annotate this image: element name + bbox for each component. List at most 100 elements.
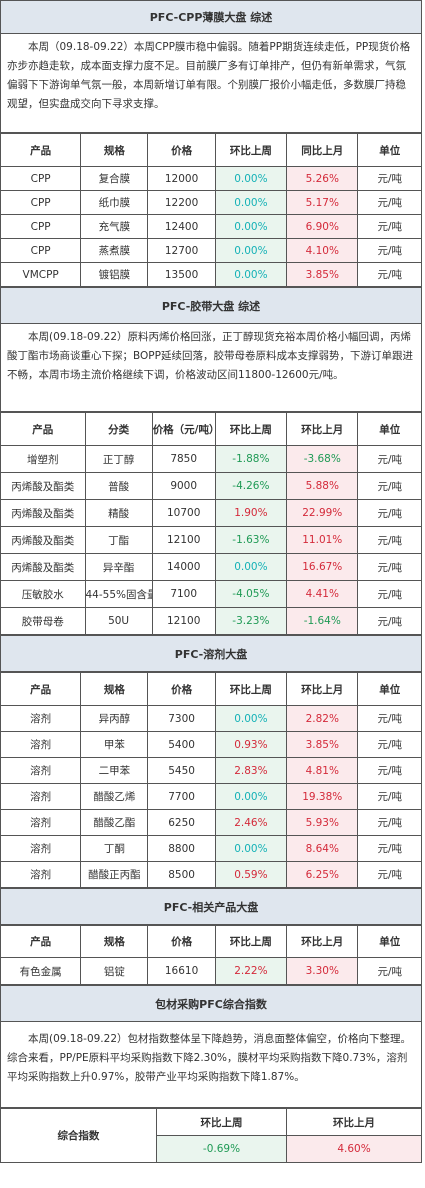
cell-unit: 元/吨 — [357, 731, 421, 758]
cell-month-change: 3.30% — [286, 957, 359, 985]
cell-month-change: 5.17% — [286, 190, 359, 215]
cpp-section-title: PFC-CPP薄膜大盘 综述 — [1, 1, 421, 34]
solvent-section-title: PFC-溶剂大盘 — [1, 635, 421, 672]
cell-price: 7850 — [151, 445, 216, 473]
cell-week-change: 0.00% — [214, 705, 288, 732]
table-row: 压敏胶水 44-55%固含量 7100 -4.05% 4.41% 元/吨 — [1, 580, 421, 608]
cell-month-change: 6.90% — [286, 214, 359, 239]
cell-unit: 元/吨 — [357, 238, 421, 263]
table-row: 溶剂 醋酸乙酯 6250 2.46% 5.93% 元/吨 — [1, 809, 421, 836]
cell-spec: 丁酯 — [84, 526, 153, 554]
index-table: 综合指数 环比上周 环比上月 -0.69% 4.60% — [1, 1108, 421, 1163]
tape-section-title: PFC-胶带大盘 综述 — [1, 287, 421, 324]
cell-month-change: -1.64% — [286, 607, 359, 635]
cell-week-change: 0.00% — [214, 166, 288, 191]
cell-month-change: 8.64% — [286, 835, 359, 862]
cell-product: CPP — [1, 190, 82, 215]
table-row: 丙烯酸及酯类 丁酯 12100 -1.63% 11.01% 元/吨 — [1, 526, 421, 554]
cell-unit: 元/吨 — [357, 190, 421, 215]
cpp-summary: 本周（09.18-09.22）本周CPP膜市稳中偏弱。随着PP期货连续走低，PP… — [1, 34, 421, 133]
cell-product: 丙烯酸及酯类 — [1, 472, 86, 500]
related-table-header: 产品 规格 价格 环比上周 环比上月 单位 — [1, 925, 421, 958]
cell-product: 有色金属 — [1, 957, 82, 985]
cell-unit: 元/吨 — [357, 705, 421, 732]
col-header-price: 价格 — [147, 672, 216, 706]
cell-unit: 元/吨 — [357, 580, 421, 608]
col-header-unit: 单位 — [357, 133, 421, 167]
table-row: 溶剂 异丙醇 7300 0.00% 2.82% 元/吨 — [1, 705, 421, 732]
cell-unit: 元/吨 — [357, 445, 421, 473]
cell-month-change: 19.38% — [286, 783, 359, 810]
tape-table-body: 增塑剂 正丁醇 7850 -1.88% -3.68% 元/吨 丙烯酸及酯类 普酸 9000 -4.… — [1, 445, 421, 635]
cell-spec: 复合膜 — [80, 166, 149, 191]
cell-week-change: 0.00% — [214, 835, 288, 862]
index-week-header: 环比上周 — [155, 1108, 288, 1136]
cell-month-change: 5.26% — [286, 166, 359, 191]
cell-price: 6250 — [147, 809, 216, 836]
cell-price: 16610 — [147, 957, 216, 985]
cell-spec: 精酸 — [84, 499, 153, 527]
cell-price: 13500 — [147, 262, 216, 287]
cell-week-change: 0.93% — [214, 731, 288, 758]
index-header-row: 综合指数 环比上周 环比上月 — [1, 1108, 421, 1163]
cell-spec: 醋酸乙烯 — [80, 783, 149, 810]
cell-unit: 元/吨 — [357, 783, 421, 810]
col-header-price: 价格（元/吨） — [151, 412, 216, 446]
table-row: 溶剂 二甲苯 5450 2.83% 4.81% 元/吨 — [1, 757, 421, 784]
table-row: CPP 充气膜 12400 0.00% 6.90% 元/吨 — [1, 214, 421, 239]
index-week-value: -0.69% — [156, 1135, 288, 1163]
cell-week-change: 2.46% — [214, 809, 288, 836]
cell-price: 10700 — [151, 499, 216, 527]
index-summary: 本周(09.18-09.22）包材指数整体呈下降趋势，消息面整体偏空，价格向下整… — [1, 1022, 421, 1108]
solvent-price-table: 产品 规格 价格 环比上周 环比上月 单位 溶剂 异丙醇 7300 0.00% 2.82… — [1, 672, 421, 888]
col-header-month-change: 环比上月 — [286, 672, 359, 706]
tape-price-table: 产品 分类 价格（元/吨） 环比上周 环比上月 单位 增塑剂 正丁醇 7850 -1.… — [1, 412, 421, 635]
table-row: 溶剂 醋酸乙烯 7700 0.00% 19.38% 元/吨 — [1, 783, 421, 810]
cell-product: 丙烯酸及酯类 — [1, 553, 86, 581]
cell-spec: 醋酸乙酯 — [80, 809, 149, 836]
cell-product: 丙烯酸及酯类 — [1, 526, 86, 554]
solvent-table-body: 溶剂 异丙醇 7300 0.00% 2.82% 元/吨 溶剂 甲苯 5400 0.93% 3.85%… — [1, 705, 421, 888]
cpp-table-header: 产品 规格 价格 环比上周 同比上月 单位 — [1, 133, 421, 167]
cell-month-change: 4.81% — [286, 757, 359, 784]
cell-week-change: 1.90% — [214, 499, 288, 527]
col-header-spec: 规格 — [80, 672, 149, 706]
cell-week-change: 0.00% — [214, 190, 288, 215]
cell-spec: 铝锭 — [80, 957, 149, 985]
cell-price: 7300 — [147, 705, 216, 732]
cell-month-change: 4.41% — [286, 580, 359, 608]
cell-month-change: 6.25% — [286, 861, 359, 888]
col-header-price: 价格 — [147, 925, 216, 958]
cell-spec: 正丁醇 — [84, 445, 153, 473]
cell-product: 溶剂 — [1, 809, 82, 836]
cell-spec: 50U — [84, 607, 153, 635]
cell-week-change: 0.00% — [214, 262, 288, 287]
col-header-category: 分类 — [84, 412, 153, 446]
cell-price: 8500 — [147, 861, 216, 888]
index-month-value: 4.60% — [286, 1135, 421, 1163]
cell-month-change: 11.01% — [286, 526, 359, 554]
cell-week-change: 0.00% — [214, 238, 288, 263]
cell-month-change: 4.10% — [286, 238, 359, 263]
cell-spec: 蒸煮膜 — [80, 238, 149, 263]
index-value-row: -0.69% 4.60% — [1, 1135, 421, 1163]
cell-price: 12400 — [147, 214, 216, 239]
cell-price: 5450 — [147, 757, 216, 784]
cell-week-change: 0.00% — [214, 783, 288, 810]
cell-unit: 元/吨 — [357, 835, 421, 862]
cell-month-change: 5.88% — [286, 472, 359, 500]
index-section-title: 包材采购PFC综合指数 — [1, 985, 421, 1022]
cell-unit: 元/吨 — [357, 553, 421, 581]
col-header-unit: 单位 — [357, 412, 421, 446]
cell-product: 压敏胶水 — [1, 580, 86, 608]
cell-product: CPP — [1, 214, 82, 239]
cell-spec: 充气膜 — [80, 214, 149, 239]
cell-month-change: 3.85% — [286, 731, 359, 758]
col-header-product: 产品 — [1, 925, 82, 958]
cell-price: 12200 — [147, 190, 216, 215]
cell-month-change: 16.67% — [286, 553, 359, 581]
cell-week-change: -4.05% — [214, 580, 288, 608]
table-row: 增塑剂 正丁醇 7850 -1.88% -3.68% 元/吨 — [1, 445, 421, 473]
cell-unit: 元/吨 — [357, 607, 421, 635]
cell-unit: 元/吨 — [357, 472, 421, 500]
